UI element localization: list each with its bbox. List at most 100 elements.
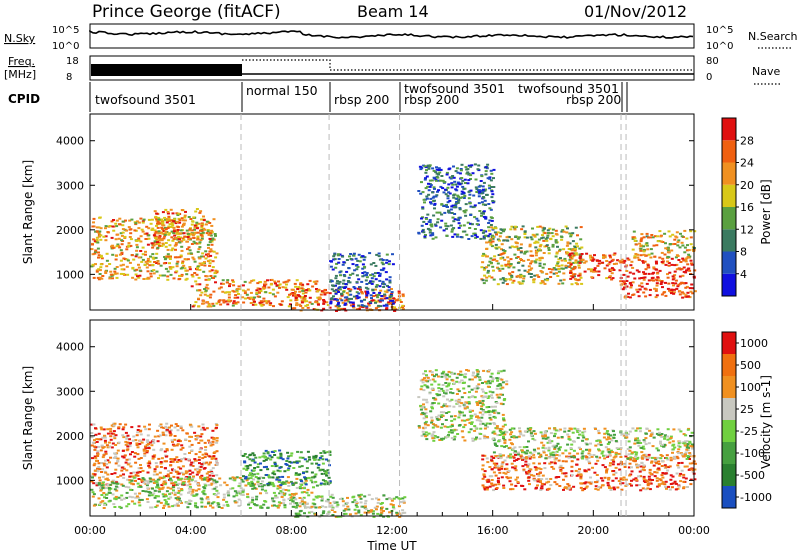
data-cell [495, 248, 498, 250]
data-cell [541, 257, 544, 259]
data-cell [216, 440, 219, 442]
data-cell [134, 480, 137, 482]
data-cell [496, 385, 499, 387]
data-cell [479, 423, 482, 425]
cpid-mode-2: normal 150 [246, 83, 318, 98]
data-cell [667, 486, 670, 488]
data-cell [580, 283, 583, 285]
data-cell [678, 290, 681, 292]
data-cell [569, 270, 572, 272]
data-cell [659, 235, 662, 237]
data-cell [155, 486, 158, 488]
data-cell [298, 304, 301, 306]
data-cell [482, 253, 485, 255]
data-cell [381, 300, 384, 302]
data-cell [652, 266, 655, 268]
data-cell [198, 471, 201, 473]
data-cell [286, 458, 289, 460]
data-cell [164, 467, 167, 469]
data-cell [491, 406, 494, 408]
data-cell [598, 260, 601, 262]
data-cell [212, 305, 215, 307]
data-cell [556, 234, 559, 236]
data-cell [482, 478, 485, 480]
data-cell [649, 472, 652, 474]
data-cell [164, 231, 167, 233]
data-cell [181, 217, 184, 219]
data-cell [468, 197, 471, 199]
data-cell [228, 294, 231, 296]
data-cell [193, 241, 196, 243]
data-cell [343, 510, 346, 512]
data-cell [521, 465, 524, 467]
data-cell [167, 253, 170, 255]
data-cell [169, 464, 172, 466]
data-cell [434, 224, 437, 226]
data-cell [656, 285, 659, 287]
data-cell [246, 465, 249, 467]
data-cell [468, 191, 471, 193]
data-cell [108, 442, 111, 444]
data-cell [612, 277, 615, 279]
data-cell [365, 306, 368, 308]
data-cell [575, 252, 578, 254]
data-cell [137, 227, 140, 229]
data-cell [250, 302, 253, 304]
data-cell [495, 244, 498, 246]
data-cell [566, 227, 569, 229]
data-cell [380, 503, 383, 505]
data-cell [287, 490, 290, 492]
data-cell [531, 255, 534, 257]
data-cell [178, 483, 181, 485]
data-cell [96, 226, 99, 228]
data-cell [329, 292, 332, 294]
data-cell [499, 254, 502, 256]
data-cell [674, 271, 677, 273]
data-cell [208, 464, 211, 466]
data-cell [378, 275, 381, 277]
data-cell [458, 400, 461, 402]
data-cell [138, 458, 141, 460]
data-cell [485, 266, 488, 268]
data-cell [679, 246, 682, 248]
data-cell [188, 488, 191, 490]
data-cell [542, 475, 545, 477]
data-cell [483, 238, 486, 240]
data-cell [500, 265, 503, 267]
data-cell [593, 269, 596, 271]
data-cell [296, 462, 299, 464]
data-cell [560, 268, 563, 270]
data-cell [119, 475, 122, 477]
data-cell [674, 243, 677, 245]
data-cell [648, 273, 651, 275]
data-cell [491, 200, 494, 202]
data-cell [340, 299, 343, 301]
data-cell [480, 417, 483, 419]
data-cell [178, 501, 181, 503]
data-cell [391, 500, 394, 502]
data-cell [584, 271, 587, 273]
data-cell [127, 486, 130, 488]
data-cell [648, 254, 651, 256]
data-cell [116, 476, 119, 478]
data-cell [329, 260, 332, 262]
data-cell [427, 165, 430, 167]
data-cell [98, 433, 101, 435]
data-cell [209, 294, 212, 296]
data-cell [362, 263, 365, 265]
data-cell [660, 479, 663, 481]
data-cell [185, 470, 188, 472]
data-cell [445, 419, 448, 421]
data-cell [109, 225, 112, 227]
data-cell [565, 231, 568, 233]
data-cell [159, 275, 162, 277]
data-cell [204, 467, 207, 469]
data-cell [487, 380, 490, 382]
data-cell [383, 294, 386, 296]
data-cell [167, 234, 170, 236]
data-cell [285, 489, 288, 491]
data-cell [476, 371, 479, 373]
data-cell [430, 417, 433, 419]
data-cell [385, 508, 388, 510]
data-cell [143, 426, 146, 428]
